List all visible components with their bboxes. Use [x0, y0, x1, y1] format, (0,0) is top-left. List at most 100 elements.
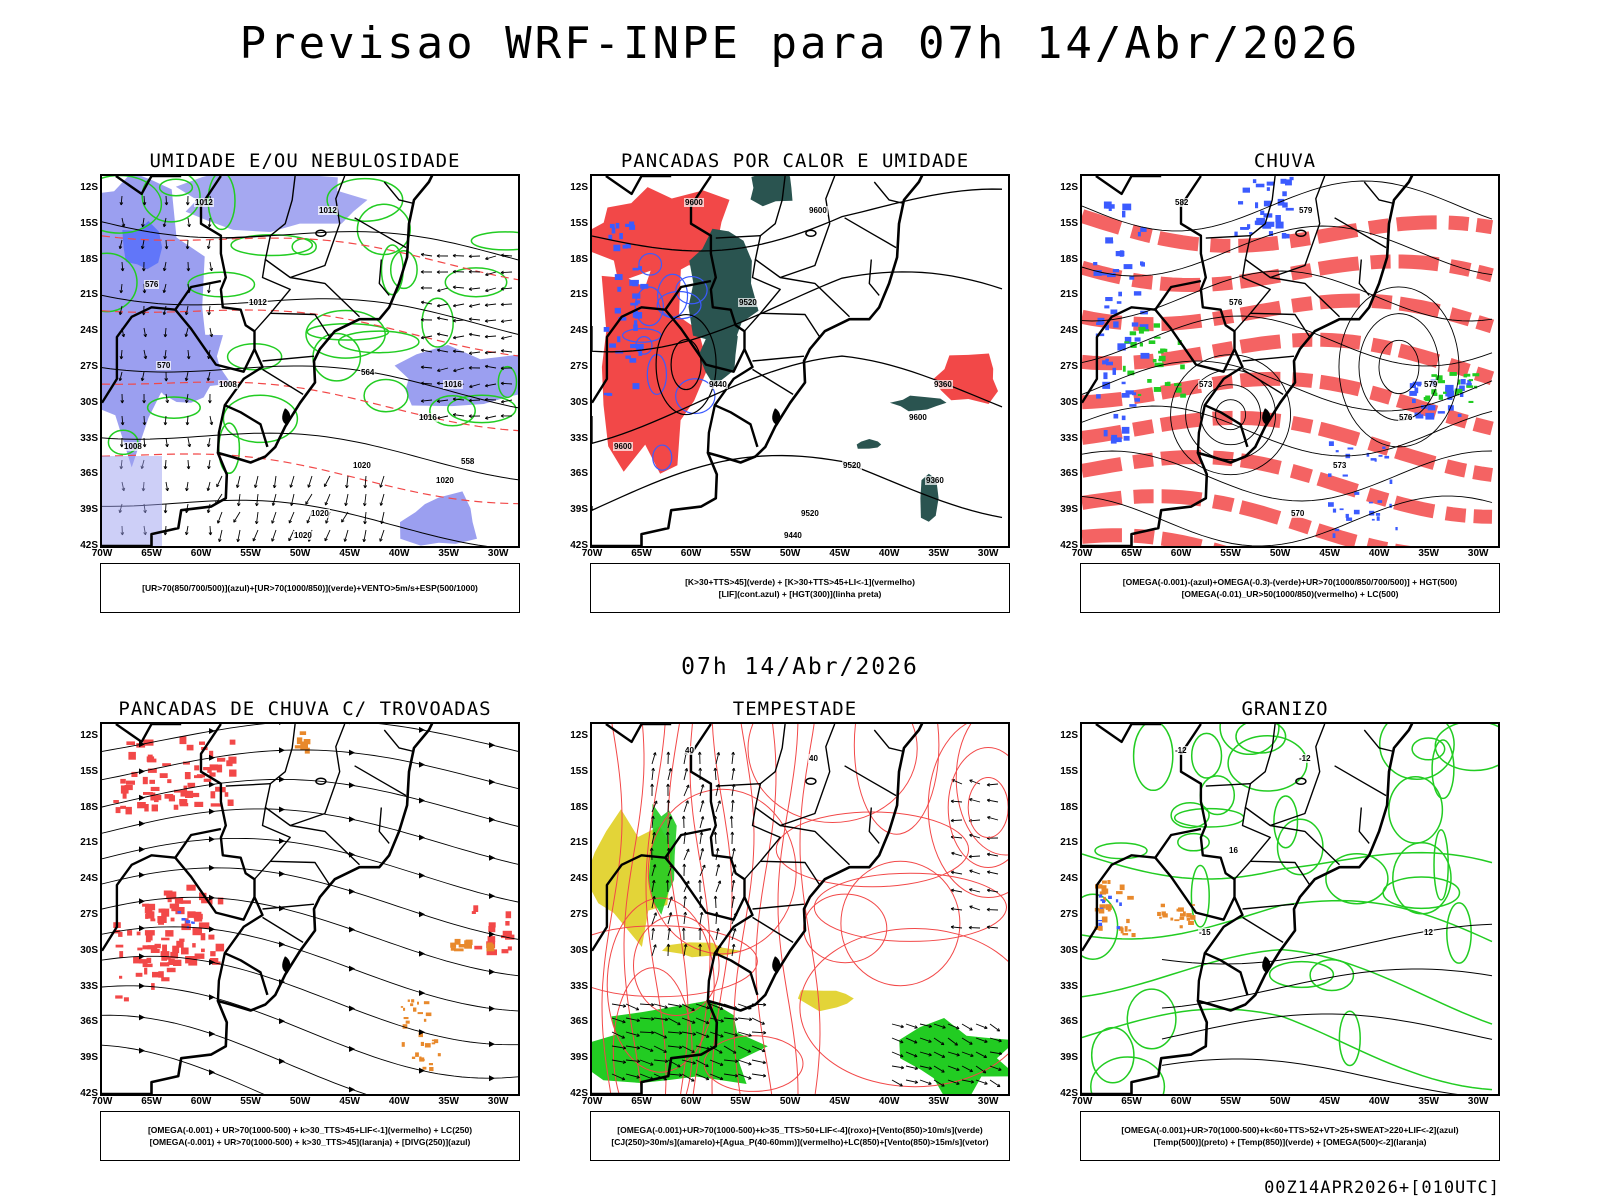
- country-border: [605, 724, 672, 744]
- lat-tick-label: 42S: [1060, 540, 1078, 551]
- coastline: [592, 724, 924, 1094]
- lon-tick-label: 30W: [977, 548, 999, 559]
- state-border: [844, 217, 897, 249]
- state-border: [754, 724, 836, 827]
- lon-tick-label: 45W: [1319, 548, 1340, 559]
- lat-tick-label: 21S: [1060, 837, 1078, 849]
- country-border: [664, 827, 712, 859]
- map-canvas: [1082, 176, 1495, 546]
- lon-tick-label: 30W: [487, 1096, 509, 1107]
- state-border: [290, 824, 360, 866]
- country-border: [592, 306, 666, 404]
- lat-tick-label: 15S: [1060, 217, 1078, 229]
- state-border: [383, 181, 415, 205]
- lat-tick-label: 36S: [1060, 468, 1078, 480]
- country-border: [689, 724, 759, 996]
- forecast-map: -12 -12 16 -15 12: [1080, 722, 1500, 1096]
- lon-tick-label: 40W: [388, 548, 410, 559]
- state-border: [715, 235, 761, 239]
- panel-title: PANCADAS DE CHUVA C/ TROVOADAS: [118, 698, 492, 720]
- lat-tick-label: 36S: [80, 1016, 98, 1028]
- panel-title: CHUVA: [1253, 150, 1317, 172]
- lat-tick-label: 39S: [80, 504, 98, 516]
- state-border: [844, 765, 897, 797]
- state-border: [378, 807, 390, 844]
- lagoa-dos-patos: [772, 408, 781, 426]
- country-border: [1095, 176, 1162, 196]
- forecast-map: 582 579 576 573 579 576 573 570: [1080, 174, 1500, 548]
- contour-label: 1020: [435, 476, 455, 485]
- lat-tick-label: 15S: [570, 765, 588, 777]
- map-panel: PANCADAS POR CALOR E UMIDADE 9600 9600 9520…: [560, 150, 1030, 630]
- lon-tick-label: 65W: [631, 1096, 652, 1107]
- lat-tick-label: 27S: [570, 360, 588, 372]
- state-border: [1363, 181, 1395, 205]
- lat-tick-label: 15S: [80, 765, 98, 777]
- contour-label: 570: [156, 361, 172, 370]
- contour-label: 1020: [293, 531, 313, 540]
- lat-tick-label: 12S: [1060, 181, 1078, 193]
- lon-tick-label: 50W: [289, 1096, 311, 1107]
- state-border: [780, 824, 850, 866]
- lat-tick-label: 33S: [570, 432, 588, 444]
- lat-tick-label: 21S: [80, 837, 98, 849]
- country-border: [664, 308, 746, 373]
- lat-tick-label: 27S: [570, 908, 588, 920]
- state-border: [1233, 259, 1271, 332]
- lat-tick-label: 39S: [570, 1052, 588, 1064]
- country-border: [199, 724, 269, 996]
- lon-tick-label: 50W: [289, 548, 311, 559]
- contour-label: 9520: [842, 461, 862, 470]
- state-border: [760, 860, 821, 886]
- lon-tick-label: 60W: [680, 1096, 702, 1107]
- state-border: [752, 368, 794, 395]
- lon-tick-label: 65W: [141, 1096, 162, 1107]
- lat-tick-label: 24S: [570, 325, 588, 337]
- contour-label: -12: [1298, 754, 1312, 763]
- lat-tick-label: 30S: [80, 944, 98, 956]
- country-border: [1154, 279, 1202, 311]
- state-border: [873, 729, 905, 753]
- lat-tick-label: 36S: [1060, 1016, 1078, 1028]
- lagoa-dos-patos: [772, 956, 781, 974]
- state-border: [1242, 355, 1295, 362]
- lat-tick-label: 18S: [1060, 253, 1078, 265]
- lon-tick-label: 50W: [779, 548, 801, 559]
- contour-label: 40: [684, 746, 695, 755]
- lon-tick-label: 70W: [91, 1096, 113, 1107]
- panel-legend: [UR>70(850/700/500)](azul)+[UR>70(1000/8…: [100, 563, 520, 613]
- contour-label: 9600: [684, 198, 704, 207]
- lat-tick-label: 42S: [1060, 1088, 1078, 1099]
- state-border: [1242, 916, 1284, 943]
- lat-tick-label: 42S: [80, 1088, 98, 1099]
- country-border: [174, 827, 222, 859]
- lon-tick-label: 30W: [1467, 548, 1489, 559]
- country-border: [216, 952, 226, 1001]
- lon-tick-label: 65W: [631, 548, 652, 559]
- lon-tick-label: 40W: [878, 548, 900, 559]
- lat-tick-label: 12S: [570, 181, 588, 193]
- country-border: [1082, 854, 1156, 952]
- federal-district: [805, 777, 817, 786]
- lat-tick-label: 21S: [1060, 289, 1078, 301]
- lagoa-dos-patos: [1262, 408, 1271, 426]
- lat-tick-label: 33S: [1060, 980, 1078, 992]
- lat-tick-label: 21S: [570, 289, 588, 301]
- country-border: [174, 279, 222, 311]
- coastline: [1082, 176, 1414, 546]
- lat-tick-label: 24S: [1060, 325, 1078, 337]
- lon-tick-label: 55W: [1220, 1096, 1241, 1107]
- state-border: [270, 312, 331, 338]
- lon-tick-label: 70W: [1071, 1096, 1093, 1107]
- state-border: [752, 916, 794, 943]
- lagoa-dos-patos: [282, 408, 291, 426]
- country-border: [102, 854, 176, 952]
- lon-tick-label: 40W: [1368, 548, 1390, 559]
- lat-tick-label: 18S: [570, 253, 588, 265]
- contour-label: 1016: [443, 380, 463, 389]
- state-border: [354, 765, 407, 797]
- state-border: [1242, 368, 1284, 395]
- lagoa-dos-patos: [1262, 956, 1271, 974]
- state-border: [378, 259, 390, 296]
- lon-tick-label: 55W: [730, 548, 751, 559]
